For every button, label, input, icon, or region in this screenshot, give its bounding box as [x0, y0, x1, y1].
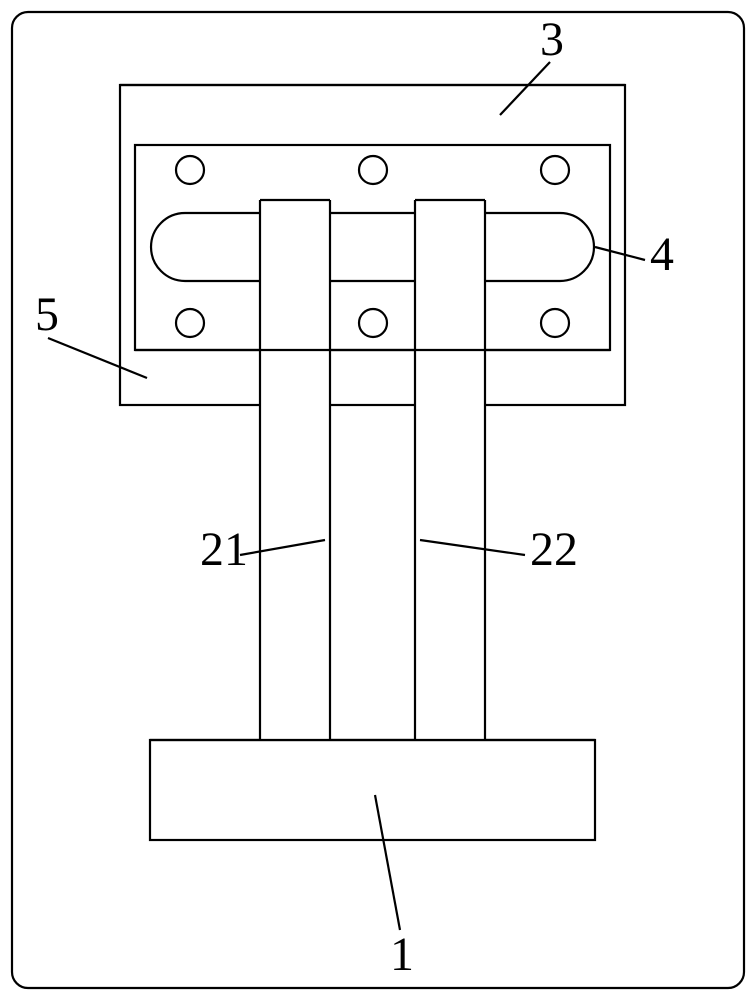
bolt-hole — [176, 156, 204, 184]
label-1: 1 — [390, 928, 414, 981]
label-21: 21 — [200, 523, 248, 576]
bolt-hole — [359, 156, 387, 184]
label-4: 4 — [650, 228, 674, 281]
bolt-hole — [176, 309, 204, 337]
left-column — [260, 200, 330, 740]
bolt-hole — [541, 156, 569, 184]
label-22: 22 — [530, 523, 578, 576]
bolt-hole — [359, 309, 387, 337]
right-column — [415, 200, 485, 740]
label-3: 3 — [540, 13, 564, 66]
center-slot — [151, 213, 594, 281]
label-5: 5 — [35, 288, 59, 341]
bolt-hole — [541, 309, 569, 337]
base-block — [150, 740, 595, 840]
